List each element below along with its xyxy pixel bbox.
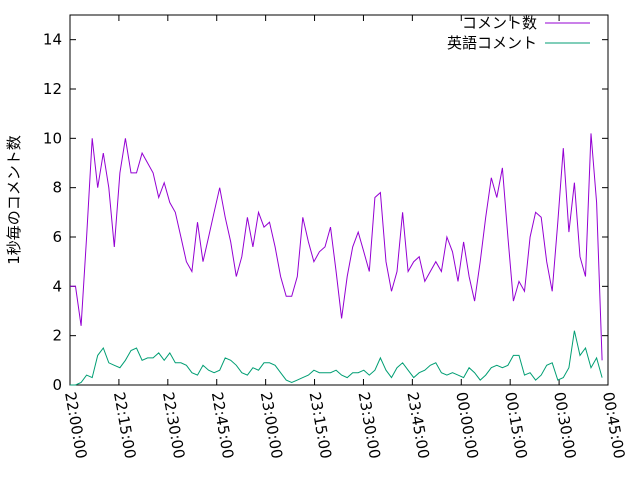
y-tick-label: 14 bbox=[43, 31, 62, 49]
y-tick-label: 4 bbox=[52, 277, 62, 295]
x-tick-label: 22:45:00 bbox=[208, 391, 237, 460]
x-tick-label: 22:15:00 bbox=[110, 391, 139, 460]
y-tick-label: 0 bbox=[52, 376, 62, 394]
x-tick-label: 00:30:00 bbox=[550, 391, 579, 460]
series-line-0 bbox=[70, 133, 603, 361]
plot-frame bbox=[69, 14, 609, 386]
legend-label-0: コメント数 bbox=[462, 14, 537, 32]
y-tick-label: 6 bbox=[52, 228, 62, 246]
x-tick-label: 22:00:00 bbox=[61, 391, 90, 460]
x-tick-label: 23:45:00 bbox=[403, 391, 432, 460]
x-tick-label: 23:15:00 bbox=[306, 391, 335, 460]
y-tick-label: 8 bbox=[52, 179, 62, 197]
x-tick-label: 00:45:00 bbox=[599, 391, 628, 460]
series-line-1 bbox=[70, 330, 603, 386]
x-tick-label: 22:30:00 bbox=[159, 391, 188, 460]
series-layer bbox=[70, 133, 603, 386]
x-tick-label: 00:15:00 bbox=[501, 391, 530, 460]
y-axis-label: 1秒毎のコメント数 bbox=[5, 135, 23, 265]
y-tick-label: 10 bbox=[43, 129, 62, 147]
x-tick-label: 00:00:00 bbox=[452, 391, 481, 460]
x-tick-label: 23:00:00 bbox=[257, 391, 286, 460]
y-axis: 0 2 4 6 8 10 12 14 bbox=[43, 31, 608, 394]
legend-label-1: 英語コメント bbox=[447, 34, 537, 52]
x-tick-label: 23:30:00 bbox=[355, 391, 384, 460]
y-tick-label: 12 bbox=[43, 80, 62, 98]
y-tick-label: 2 bbox=[52, 327, 62, 345]
